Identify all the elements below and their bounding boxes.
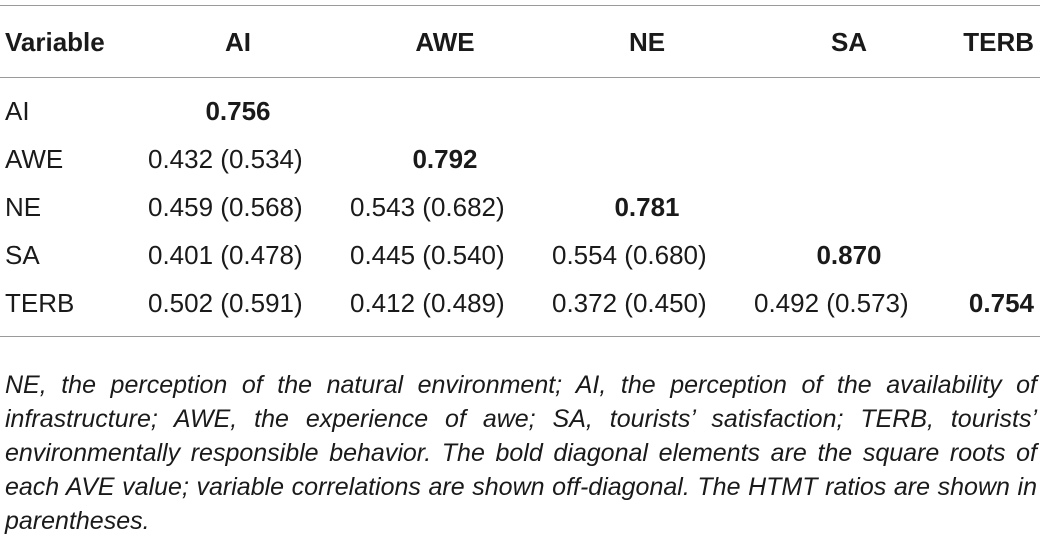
row-label: AI xyxy=(5,95,30,126)
header-terb: TERB xyxy=(963,26,1034,57)
diagonal-cell: 0.781 xyxy=(614,191,680,222)
table-cell: 0.502 (0.591) xyxy=(148,287,303,318)
row-label: NE xyxy=(5,191,42,222)
header-ai: AI xyxy=(225,26,251,57)
table-cell: 0.372 (0.450) xyxy=(552,287,707,318)
table-cell: 0.492 (0.573) xyxy=(754,287,909,318)
table-row: SA 0.401 (0.478) 0.445 (0.540) 0.554 (0.… xyxy=(0,231,1040,279)
table-cell: 0.459 (0.568) xyxy=(148,191,303,222)
diagonal-cell: 0.756 xyxy=(205,95,271,126)
table-cell: 0.401 (0.478) xyxy=(148,239,303,270)
table-bottom-rule xyxy=(0,336,1040,337)
diagonal-cell: 0.792 xyxy=(412,143,478,174)
header-awe: AWE xyxy=(415,26,475,57)
row-label: SA xyxy=(5,239,40,270)
table-cell: 0.412 (0.489) xyxy=(350,287,505,318)
table-header-row: Variable AI AWE NE SA TERB xyxy=(0,16,1040,68)
table-row: NE 0.459 (0.568) 0.543 (0.682) 0.781 xyxy=(0,183,1040,231)
row-label: AWE xyxy=(5,143,64,174)
table-cell: 0.445 (0.540) xyxy=(350,239,505,270)
table-row: TERB 0.502 (0.591) 0.412 (0.489) 0.372 (… xyxy=(0,279,1040,327)
header-variable: Variable xyxy=(5,26,105,57)
table-cell: 0.554 (0.680) xyxy=(552,239,707,270)
header-sa: SA xyxy=(830,26,868,57)
table-cell: 0.432 (0.534) xyxy=(148,143,303,174)
header-ne: NE xyxy=(628,26,666,57)
table-row: AWE 0.432 (0.534) 0.792 xyxy=(0,135,1040,183)
diagonal-cell: 0.754 xyxy=(968,287,1034,318)
table-top-rule xyxy=(0,5,1040,6)
table-footnote: NE, the perception of the natural enviro… xyxy=(5,371,1037,535)
table-row: AI 0.756 xyxy=(0,87,1040,135)
row-label: TERB xyxy=(5,287,75,318)
table-header-rule xyxy=(0,77,1040,78)
table-cell: 0.543 (0.682) xyxy=(350,191,505,222)
diagonal-cell: 0.870 xyxy=(816,239,882,270)
